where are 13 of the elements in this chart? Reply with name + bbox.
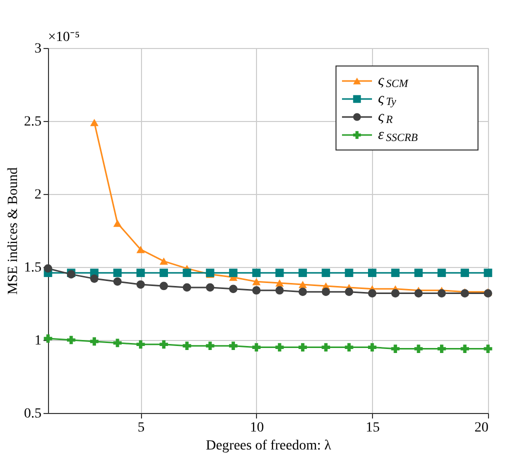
text: ×10⁻⁵: [48, 30, 80, 45]
y-tick-label: 1: [34, 334, 42, 348]
x-tick-label: 20: [474, 420, 488, 436]
y-tick-label: 3: [34, 42, 42, 56]
x-tick-label: 10: [250, 420, 264, 436]
y-tick-label: 0.5: [24, 406, 42, 422]
y-tick-label: 2: [34, 188, 42, 202]
y-tick-label: 1.5: [24, 260, 42, 276]
y-axis-title: MSE indices & Bound: [6, 167, 21, 295]
x-axis-title: Degrees of freedom: λ: [206, 438, 332, 454]
x-tick-label: 5: [138, 420, 145, 436]
y-tick-label: 2.5: [24, 114, 42, 130]
x-tick-label: 15: [366, 420, 380, 436]
